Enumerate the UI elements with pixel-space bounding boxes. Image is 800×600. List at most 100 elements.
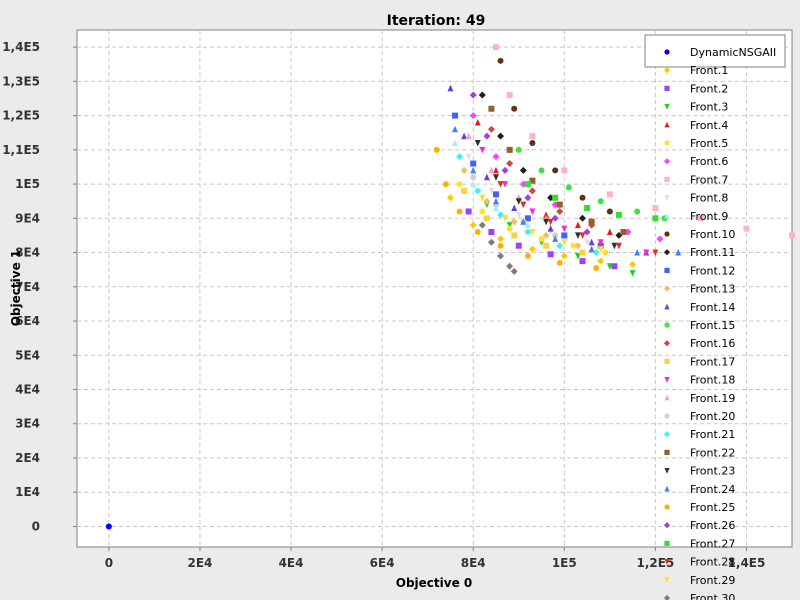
legend-items: DynamicNSGAII Front.1 Front.2 Front.3 Front.… [663, 46, 776, 600]
data-point [652, 205, 659, 212]
data-point [497, 252, 505, 260]
data-point [492, 204, 499, 212]
data-point [547, 225, 554, 232]
data-point [519, 166, 527, 174]
x-tick-label: 8E4 [461, 556, 486, 570]
data-point [497, 57, 504, 64]
data-point [479, 208, 486, 215]
y-tick-label: 1,1E5 [2, 143, 40, 157]
legend-marker [664, 485, 670, 492]
data-point [556, 242, 564, 250]
x-tick-label: 1,4E5 [728, 556, 766, 570]
data-point [597, 257, 605, 265]
data-point [529, 229, 536, 236]
data-point [615, 211, 622, 218]
data-point [556, 201, 563, 208]
data-point [506, 160, 514, 168]
data-point [529, 133, 536, 140]
data-point [487, 125, 495, 133]
data-point [528, 245, 536, 253]
data-point [629, 261, 637, 269]
data-point [515, 242, 522, 249]
data-point [620, 229, 627, 236]
legend-marker [663, 285, 671, 292]
data-point [524, 252, 531, 259]
data-point [451, 125, 458, 133]
data-point [474, 187, 482, 195]
legend-label: Front.11 [690, 246, 735, 259]
data-point [743, 225, 750, 232]
data-point [506, 222, 513, 229]
y-tick-label: 9E4 [15, 211, 40, 225]
legend-label: Front.20 [690, 410, 735, 423]
legend-marker [664, 413, 670, 419]
data-point [515, 146, 522, 153]
data-point [574, 232, 581, 239]
legend-marker [664, 449, 670, 455]
data-point [520, 218, 527, 225]
data-point [524, 194, 532, 202]
data-point [524, 181, 531, 188]
legend-marker [664, 540, 670, 546]
legend-marker [663, 158, 671, 165]
data-point [588, 218, 595, 225]
data-point [570, 242, 577, 249]
data-point [478, 91, 486, 99]
legend-label: Front.28 [690, 556, 735, 569]
data-point [511, 232, 518, 239]
data-point [492, 174, 499, 181]
legend-label: Front.7 [690, 173, 728, 186]
legend-label: Front.2 [690, 82, 728, 95]
data-point [469, 91, 477, 99]
data-point [469, 112, 477, 120]
y-tick-label: 7E4 [15, 280, 40, 294]
data-point [447, 84, 454, 92]
y-tick-label: 3E4 [15, 417, 40, 431]
data-point [470, 160, 477, 167]
data-point [506, 225, 513, 232]
x-tick-label: 1E5 [552, 556, 577, 570]
data-point [488, 187, 495, 195]
legend-label: Front.26 [690, 519, 735, 532]
y-tick-label: 1E4 [15, 485, 40, 499]
legend-label: Front.15 [690, 319, 735, 332]
data-point [611, 263, 618, 270]
data-point [456, 181, 463, 188]
data-point [510, 218, 518, 226]
legend-marker [664, 85, 670, 91]
data-point [470, 166, 477, 174]
data-point [606, 208, 613, 215]
data-point [552, 235, 559, 242]
legend-marker [664, 104, 670, 110]
legend-label: Front.22 [690, 446, 735, 459]
data-point [483, 215, 490, 222]
legend-marker [664, 577, 670, 583]
legend-label: Front.12 [690, 264, 735, 277]
legend-marker [663, 594, 671, 600]
x-tick-label: 1,2E5 [636, 556, 674, 570]
data-point [497, 132, 505, 140]
data-point [579, 249, 586, 256]
data-point [579, 258, 586, 265]
legend-marker [664, 176, 670, 182]
legend-label: Front.3 [690, 101, 728, 114]
data-point [652, 215, 659, 222]
legend-marker [663, 67, 671, 74]
data-point [497, 181, 504, 188]
legend-label: Front.29 [690, 574, 735, 587]
data-point [488, 229, 495, 236]
data-point [789, 232, 795, 239]
legend-label: Front.30 [690, 592, 735, 600]
legend-label: Front.14 [690, 301, 735, 314]
data-point [543, 211, 550, 218]
data-point [579, 232, 586, 239]
data-point [497, 235, 505, 243]
data-point [470, 174, 477, 181]
data-point [543, 218, 550, 226]
x-tick-label: 2E4 [188, 556, 213, 570]
legend-label: Front.25 [690, 501, 735, 514]
data-point [483, 197, 491, 205]
data-point [492, 44, 499, 51]
legend-label: Front.9 [690, 210, 728, 223]
